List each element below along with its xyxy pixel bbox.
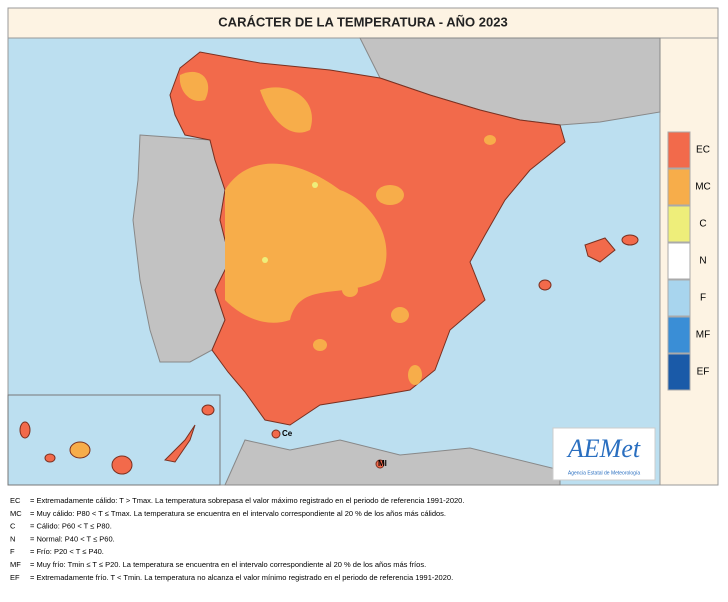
island [44,453,56,463]
footnote-text: = Frío: P20 < T ≤ P40. [30,547,104,556]
legend-swatch [667,242,691,280]
ceuta [271,429,281,439]
island [69,441,91,459]
footnotes: EC = Extremadamente cálido: T > Tmax. La … [10,496,464,582]
title: CARÁCTER DE LA TEMPERATURA - AÑO 2023 [218,14,507,29]
warm-zone [342,283,358,297]
balearic [621,234,639,246]
legend-swatch [667,168,691,206]
footnote-text: = Cálido: P60 < T ≤ P80. [30,522,112,531]
warm-zone [260,87,312,133]
warm-zone [225,163,387,323]
warm-zone [179,71,209,101]
footnote-code: MC [10,509,22,518]
legend-swatch [667,279,691,317]
mild-zone [262,257,268,263]
title-box [7,7,719,39]
footnote-code: EF [10,573,20,582]
legend-label: MC [695,182,711,193]
island [19,421,31,439]
footnote-code: C [10,522,16,531]
legend-swatch [667,316,691,354]
mild-zone [312,182,318,188]
footnote-code: N [10,534,15,543]
warm-zone [313,339,327,351]
warm-zone [484,135,496,145]
balearic [538,279,552,291]
footnote-text: = Muy cálido: P80 < T ≤ Tmax. La tempera… [30,509,446,518]
logo-subtitle: Agencia Estatal de Meteorología [568,470,640,476]
footnote-code: EC [10,496,21,505]
warm-zone [408,365,422,385]
logo: AEMet [566,434,641,463]
footnote-code: F [10,547,15,556]
island [111,455,133,475]
legend-label: F [700,293,706,304]
legend-label: EF [697,367,710,378]
legend-label: C [699,219,706,230]
legend-swatch [667,131,691,169]
legend-label: EC [696,145,710,156]
logo-box [552,427,656,481]
footnote-text: = Normal: P40 < T ≤ P60. [30,534,115,543]
melilla [375,459,385,469]
warm-zone [391,307,409,323]
legend: EC MC C N F MF EF [667,131,711,391]
legend-swatch [667,205,691,243]
ceuta-label: Ce [282,429,293,438]
footnote-code: MF [10,560,21,569]
footnote-text: = Muy frío: Tmin ≤ T ≤ P20. La temperatu… [30,560,426,569]
melilla-label: Ml [378,459,387,468]
legend-label: MF [696,330,710,341]
legend-swatch [667,353,691,391]
footnote-text: = Extremadamente frío. T < Tmin. La temp… [30,573,453,582]
footnote-text: = Extremadamente cálido: T > Tmax. La te… [30,496,464,505]
warm-zone [376,185,404,205]
island [163,424,196,463]
legend-label: N [699,256,706,267]
island [201,404,215,416]
balearic [584,237,616,263]
